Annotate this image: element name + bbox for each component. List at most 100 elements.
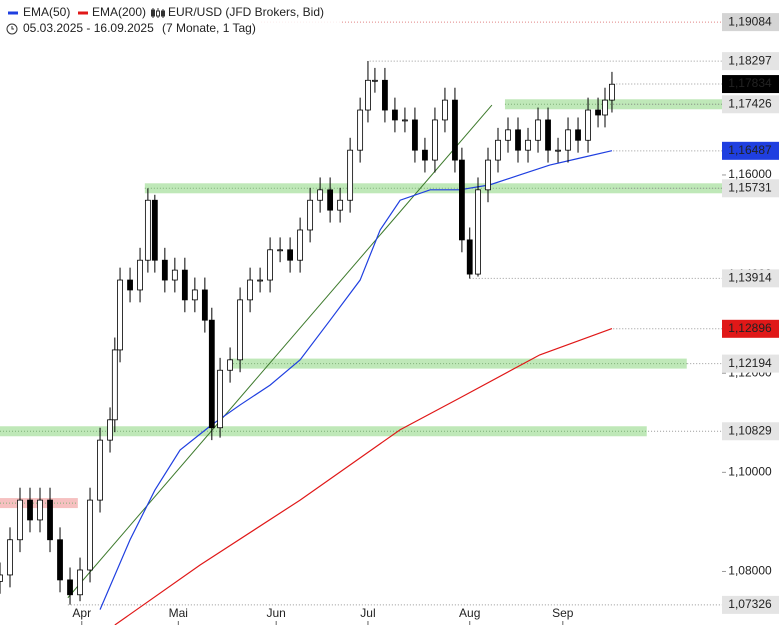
candle-body: [466, 239, 473, 275]
price-box: [722, 422, 779, 441]
price-box: [722, 319, 779, 338]
candle-body: [208, 319, 215, 429]
candle-body: [475, 189, 481, 275]
candle-body: [7, 539, 13, 576]
candle-body: [277, 249, 284, 252]
candle-body: [0, 574, 3, 582]
candle-body: [247, 279, 253, 301]
candle-body: [495, 139, 501, 161]
candle-body: [107, 419, 113, 441]
ema-line: [114, 328, 613, 625]
candle-body: [297, 229, 304, 261]
price-box: [722, 13, 779, 32]
y-tick-label: 1,08000: [728, 564, 772, 578]
price-label: 1,13914: [728, 271, 772, 285]
candle-body: [287, 249, 294, 261]
price-box: [722, 95, 779, 114]
candle-body: [57, 539, 63, 581]
candle-body: [357, 109, 364, 151]
price-label: 1,17426: [728, 96, 772, 110]
candle-body: [609, 83, 615, 101]
candle-body: [365, 79, 371, 111]
candle-body: [191, 289, 198, 301]
candle-body: [137, 259, 143, 291]
candle-body: [327, 189, 334, 211]
candle-body: [535, 119, 541, 141]
trendline: [67, 104, 493, 599]
price-label: 1,19084: [728, 14, 772, 28]
candle-body: [111, 349, 118, 421]
ema-line: [99, 150, 613, 610]
x-tick-label: Apr: [72, 606, 91, 620]
candle-body: [337, 199, 344, 211]
candle-body: [171, 269, 178, 281]
x-tick-label: Jun: [267, 606, 286, 620]
candle-body: [412, 119, 418, 151]
candle-body: [87, 499, 93, 571]
candle-body: [267, 249, 273, 281]
candle-body: [307, 199, 314, 231]
price-box: [722, 354, 779, 373]
candle-body: [317, 189, 324, 201]
candle-body: [201, 289, 208, 321]
candle-body: [37, 499, 43, 521]
candle-body: [372, 79, 378, 82]
candle-body: [127, 279, 133, 291]
price-box: [722, 595, 779, 614]
price-box: [722, 141, 779, 160]
candle-body: [422, 149, 428, 161]
candle-body: [565, 129, 571, 151]
price-label: 1,10829: [728, 423, 772, 437]
clock-icon: [6, 23, 18, 35]
candle-body: [575, 129, 581, 141]
candle-body: [117, 279, 123, 351]
price-label: 1,18297: [728, 53, 772, 67]
candle-icon: [151, 8, 165, 18]
candle-body: [227, 359, 233, 371]
candle-body: [432, 119, 438, 161]
price-label: 1,07326: [728, 597, 772, 611]
price-label: 1,16487: [728, 143, 772, 157]
candle-body: [602, 99, 608, 116]
x-tick-label: Mai: [169, 606, 188, 620]
candle-body: [585, 109, 591, 141]
zone: [0, 426, 647, 437]
y-tick-label: 1,10000: [728, 465, 772, 479]
candle-body: [181, 269, 188, 301]
legend: EMA(50) EMA(200) EUR/USD (JFD Brokers, B…: [0, 0, 340, 38]
candle-body: [402, 119, 408, 122]
legend-bg: [0, 0, 340, 38]
price-label: 1,12194: [728, 356, 772, 370]
candle-body: [144, 199, 151, 261]
candle-body: [17, 499, 23, 541]
candle-body: [525, 139, 531, 151]
candle-body: [257, 279, 263, 282]
price-box: [722, 75, 779, 94]
candle-body: [47, 499, 53, 541]
price-box: [722, 179, 779, 198]
candle-body: [452, 99, 458, 161]
price-box: [722, 269, 779, 288]
candle-body: [27, 499, 33, 521]
candle-body: [515, 129, 521, 151]
date-range: 05.03.2025 - 16.09.2025: [23, 21, 154, 35]
price-labels: 1,19084 1,18297 1,17834 1,17426 1,16487 1,157…: [722, 13, 779, 614]
candle-body: [485, 159, 491, 191]
price-label: 1,12896: [728, 321, 772, 335]
candle-body: [555, 149, 561, 152]
instrument: EUR/USD (JFD Brokers, Bid): [168, 5, 324, 19]
candle-body: [392, 109, 398, 121]
axis: 1,160001,140001,120001,100001,08000AprMa…: [72, 13, 779, 625]
x-tick-label: Sep: [552, 606, 574, 620]
price-label: 1,17834: [728, 76, 772, 90]
candle-body: [161, 259, 168, 281]
candle-body: [217, 369, 223, 429]
period: (7 Monate, 1 Tag): [162, 21, 256, 35]
legend-label: EMA(50): [23, 5, 70, 19]
candle-body: [67, 579, 73, 596]
y-tick-label: 1,16000: [728, 167, 772, 181]
price-label: 1,15731: [728, 180, 772, 194]
x-tick-label: Aug: [459, 606, 480, 620]
